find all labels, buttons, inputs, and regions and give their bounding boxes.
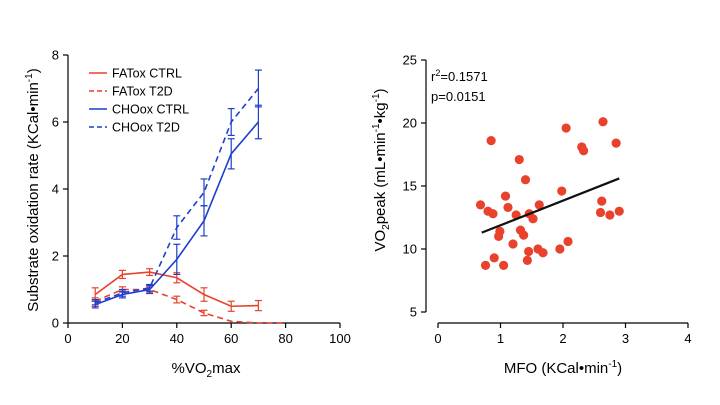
- scatter-point: [555, 244, 565, 254]
- mfo-title-sup: -1: [608, 359, 617, 370]
- scatter-point: [524, 246, 534, 257]
- x-tick-label: 0: [434, 331, 441, 346]
- vo2-title-mid2: •kg: [372, 102, 389, 123]
- mfo-title-pre: MFO (KCal•min: [504, 360, 608, 377]
- x-tick-label: 100: [329, 331, 351, 346]
- regression-line: [481, 177, 620, 234]
- legend-label: FATox T2D: [112, 85, 173, 99]
- legend-label: CHOox CTRL: [112, 103, 189, 117]
- y-tick-label: 20: [403, 116, 417, 131]
- series-line: [94, 288, 286, 324]
- oxidation-chart-plot-area: [91, 69, 286, 324]
- scatter-point: [614, 206, 624, 216]
- oxidation-chart-legend: FATox CTRL FATox T2D CHOox CTRL CHOox T2D: [89, 67, 189, 135]
- scatter-point: [522, 255, 532, 265]
- oxidation-chart-y-axis-title: Substrate oxidation rate (KCal•min-1): [24, 68, 42, 311]
- y-tick-label: 6: [52, 115, 59, 130]
- scatter-point: [557, 186, 567, 196]
- x-tick-label: 40: [170, 331, 184, 346]
- scatter-point: [605, 210, 615, 220]
- scatter-point: [489, 253, 499, 263]
- x-tick-label: 4: [684, 331, 691, 346]
- y-tick-label: 15: [403, 179, 417, 194]
- y-tick-label: 5: [410, 305, 417, 320]
- scatter-point: [500, 191, 511, 201]
- x-tick-label: 0: [64, 331, 71, 346]
- scatter-point: [597, 196, 607, 206]
- mfo-title-post: ): [617, 360, 622, 377]
- scatter-point: [595, 207, 606, 218]
- scatter-point: [499, 260, 509, 270]
- x-tick-label: 80: [278, 331, 292, 346]
- y-axis-title-pre: Substrate oxidation rate (KCal•min: [25, 82, 42, 312]
- oxidation-rate-chart: 0 20 40 60 80 100 0 2 4 6 8 FATox CTRL FATox T2D CHO…: [24, 48, 351, 381]
- scatter-point: [475, 200, 486, 210]
- p-value-label: p=0.0151: [431, 89, 486, 104]
- r-squared-value: =0.1571: [440, 69, 487, 84]
- vo2-title-sup: -1: [371, 123, 382, 132]
- scatter-point: [528, 214, 538, 224]
- scatter-point: [488, 209, 498, 219]
- scatter-point: [508, 239, 518, 249]
- y-axis-title-post: ): [25, 68, 42, 73]
- x-tick-label: 1: [497, 331, 504, 346]
- x-axis-title-post: max: [212, 360, 241, 377]
- x-axis-title-pre: %VO: [172, 360, 207, 377]
- vo2-title-post: ): [372, 88, 389, 93]
- scatter-point: [519, 230, 529, 240]
- legend-label: CHOox T2D: [112, 121, 180, 135]
- scatter-chart-y-axis-title: VO2peak (mL•min-1•kg-1): [371, 88, 392, 251]
- scatter-chart-axes: 0 1 2 3 4 5 10 15 20 25: [403, 53, 692, 347]
- scatter-point: [480, 260, 491, 270]
- y-tick-label: 2: [52, 249, 59, 264]
- x-tick-label: 3: [622, 331, 629, 346]
- x-axis-title-sub: 2: [207, 369, 213, 380]
- series-fatox-ctrl: [91, 268, 262, 312]
- scatter-point: [495, 226, 505, 236]
- y-tick-label: 25: [403, 53, 417, 68]
- series-choox-t2d: [91, 69, 262, 307]
- oxidation-chart-x-axis-title: %VO2max: [172, 360, 241, 380]
- scatter-chart-x-axis-title: MFO (KCal•min-1): [504, 359, 622, 377]
- scatter-point: [561, 123, 571, 133]
- x-tick-label: 20: [115, 331, 129, 346]
- y-tick-label: 4: [52, 182, 59, 197]
- r-squared-sup: 2: [435, 68, 440, 78]
- y-axis-title-sup: -1: [24, 73, 35, 82]
- y-tick-label: 0: [52, 316, 59, 331]
- r-squared-label: r2=0.1571: [431, 68, 488, 84]
- vo2-title-sub: 2: [381, 224, 392, 230]
- scatter-point: [534, 200, 544, 210]
- scatter-chart-plot-area: [475, 117, 624, 270]
- vo2-title-pre: VO: [372, 230, 389, 252]
- legend-label: FATox CTRL: [112, 67, 182, 81]
- x-tick-label: 2: [559, 331, 566, 346]
- x-tick-label: 60: [224, 331, 238, 346]
- r-squared-r: r: [431, 69, 436, 84]
- scatter-point: [579, 146, 589, 156]
- y-tick-label: 10: [403, 242, 417, 257]
- vo2-title-mid: peak (mL•min: [372, 132, 389, 224]
- scatter-point: [538, 248, 548, 258]
- oxidation-chart-axes: 0 20 40 60 80 100 0 2 4 6 8: [52, 48, 351, 347]
- scatter-point: [514, 154, 524, 165]
- scatter-point: [598, 117, 608, 127]
- scatter-point: [503, 202, 513, 213]
- scatter-point: [611, 138, 621, 148]
- vo2-title-sup2: -1: [371, 93, 382, 102]
- y-tick-label: 8: [52, 48, 59, 63]
- scatter-point: [520, 175, 531, 185]
- scatter-point: [563, 236, 573, 247]
- scatter-point: [486, 136, 496, 146]
